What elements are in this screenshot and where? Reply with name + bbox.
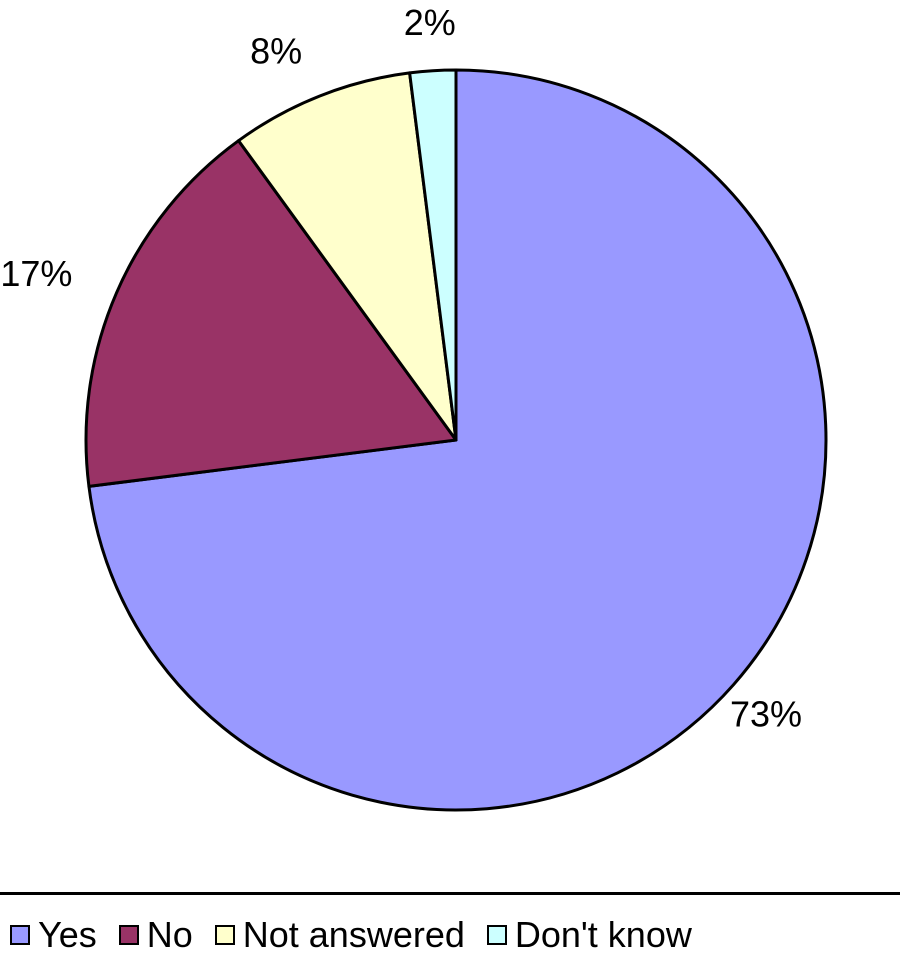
slice-label-not-answered: 8% (250, 30, 302, 71)
slice-label-yes: 73% (730, 694, 802, 735)
legend-swatch-dont-know (486, 924, 507, 945)
legend-label-dont-know: Don't know (514, 913, 692, 955)
pie-slice-don-t-know (408, 68, 458, 442)
slice-label-don-t-know: 2% (404, 2, 456, 43)
pie-slice-not-answered (237, 71, 458, 442)
legend-swatch-yes (10, 924, 30, 945)
legend-label-yes: Yes (38, 913, 97, 955)
legend-label-not-answered: Not answered (242, 913, 465, 955)
pie-chart-plot: 73% 17% 8% 2% (0, 2, 828, 812)
legend-label-no: No (146, 913, 193, 955)
pie-slice-no (84, 139, 458, 488)
chart-legend: Yes No Not answered Don't know (0, 892, 900, 974)
legend-swatch-not-answered (214, 924, 235, 945)
legend-item-no: No (118, 913, 193, 956)
legend-item-dont-know: Don't know (486, 913, 692, 956)
slice-label-no: 17% (0, 253, 72, 294)
legend-item-not-answered: Not answered (214, 913, 465, 956)
legend-swatch-no (118, 924, 139, 945)
legend-item-yes: Yes (10, 914, 97, 956)
